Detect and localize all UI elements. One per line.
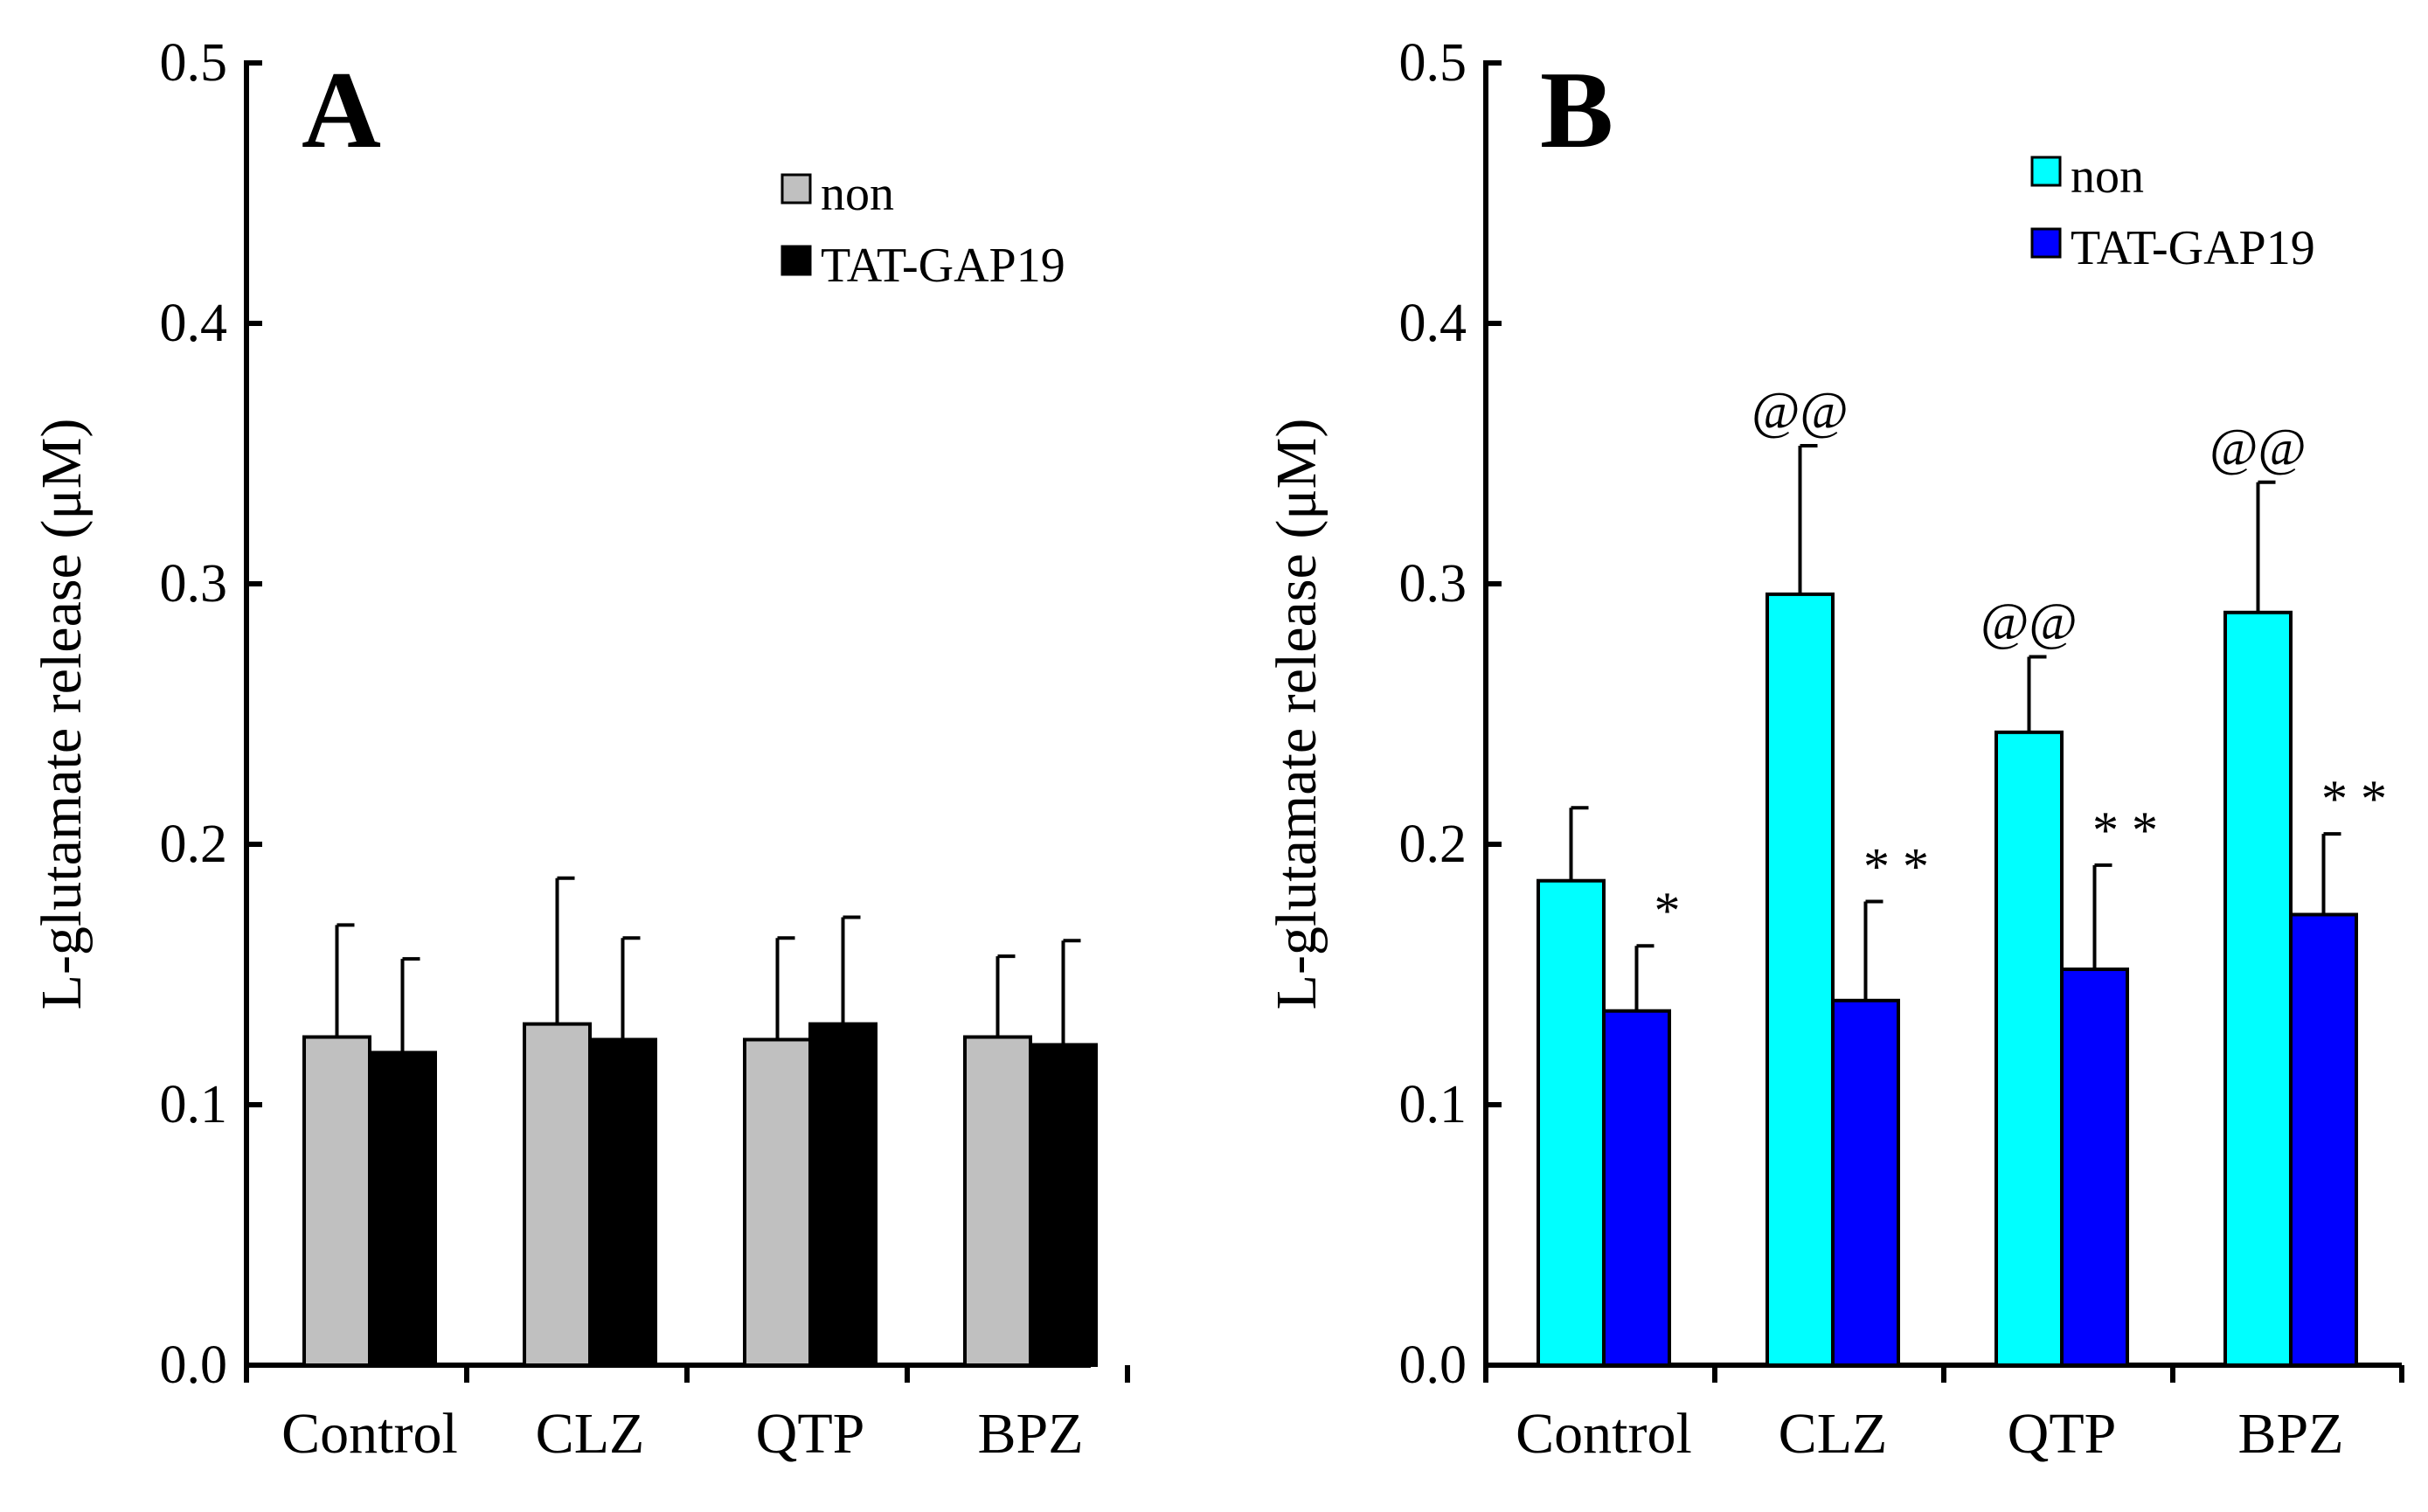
y-tick-label: 0.4 [160, 294, 228, 353]
legend-label: TAT-GAP19 [2071, 221, 2315, 275]
bar-non-bpz [963, 1035, 1032, 1368]
bar-non-control [1537, 878, 1606, 1367]
significance-annotation: * * [1863, 838, 1929, 896]
legend-swatch-tat-gap19 [2030, 227, 2062, 259]
panel-letter: A [302, 50, 381, 171]
category-label: QTP [756, 1402, 865, 1466]
category-label: CLZ [1779, 1402, 1888, 1466]
significance-annotation: * * [2321, 770, 2387, 828]
y-tick-label: 0.3 [160, 554, 228, 614]
bar-tat-gap19-control [1602, 1009, 1671, 1367]
y-tick-label: 0.0 [160, 1335, 228, 1395]
significance-annotation: * [1655, 882, 1681, 940]
y-tick-label: 0.2 [160, 815, 228, 874]
bar-non-qtp [1994, 730, 2064, 1367]
bar-tat-gap19-bpz [1029, 1043, 1098, 1367]
panel-b: 0.0 0.1 0.2 0.3 0.4 0.5 Control CLZ QTP BPZ * @@ * *… [1265, 33, 2404, 1466]
bar-tat-gap19-control [368, 1051, 437, 1368]
y-tick-label: 0.1 [1399, 1075, 1467, 1134]
panel-letter: B [1540, 50, 1613, 171]
bar-non-clz [1766, 592, 1835, 1367]
bar-non-control [302, 1035, 371, 1368]
category-label: BPZ [977, 1402, 1083, 1466]
y-axis-title: L-glutamate release (μM) [30, 419, 94, 1010]
legend-label: TAT-GAP19 [821, 239, 1065, 293]
category-label: Control [281, 1402, 458, 1466]
legend-swatch-non [780, 173, 812, 205]
y-tick-label: 0.5 [160, 33, 228, 93]
significance-annotation: @@ [1981, 593, 2078, 650]
legend-swatch-tat-gap19 [780, 245, 812, 276]
category-label: BPZ [2237, 1402, 2343, 1466]
y-tick-label: 0.0 [1399, 1335, 1467, 1395]
y-tick-label: 0.3 [1399, 554, 1467, 614]
significance-annotation: @@ [2209, 419, 2307, 476]
significance-annotation: * * [2092, 801, 2158, 859]
bar-tat-gap19-clz [588, 1037, 657, 1367]
bar-tat-gap19-qtp [2060, 968, 2129, 1368]
significance-annotation: @@ [1752, 382, 1849, 440]
bar-non-bpz [2223, 610, 2293, 1367]
bar-tat-gap19-clz [1831, 998, 1900, 1368]
panel-a: 0.0 0.1 0.2 0.3 0.4 0.5 Control CLZ QTP BPZ L-glut… [30, 33, 1130, 1466]
legend-label: non [2071, 149, 2144, 204]
category-label: Control [1516, 1402, 1692, 1466]
category-label: QTP [2008, 1402, 2117, 1466]
bar-non-clz [523, 1022, 592, 1367]
legend-swatch-non [2030, 156, 2062, 187]
bar-tat-gap19-qtp [808, 1022, 878, 1367]
y-tick-label: 0.4 [1399, 294, 1467, 353]
y-tick-label: 0.1 [160, 1075, 228, 1134]
y-axis-title: L-glutamate release (μM) [1265, 419, 1328, 1010]
y-tick-label: 0.2 [1399, 815, 1467, 874]
legend-label: non [821, 167, 894, 221]
category-label: CLZ [536, 1402, 645, 1466]
bar-non-qtp [743, 1037, 812, 1367]
y-tick-label: 0.5 [1399, 33, 1467, 93]
bar-tat-gap19-bpz [2289, 912, 2358, 1367]
